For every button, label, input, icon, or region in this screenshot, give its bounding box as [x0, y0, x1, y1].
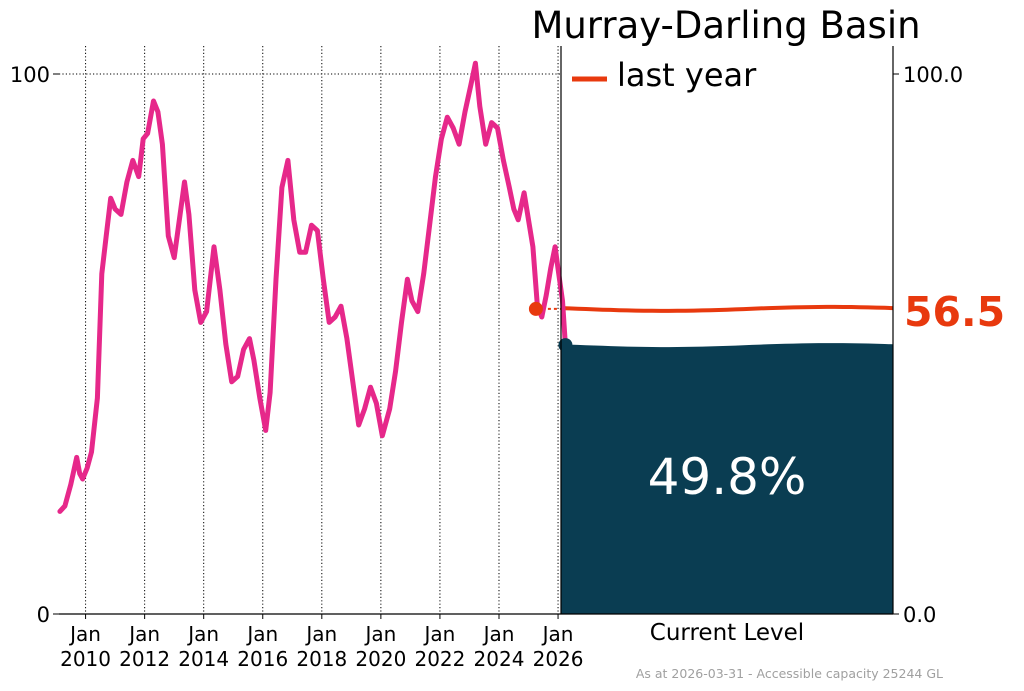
axes: Jan2010Jan2012Jan2014Jan2016Jan2018Jan20… — [10, 46, 963, 671]
x-tick-label-month: Jan — [245, 622, 278, 646]
x-tick-label-year: 2010 — [60, 647, 111, 671]
x-tick-label-month: Jan — [541, 622, 574, 646]
footnote: As at 2026-03-31 - Accessible capacity 2… — [636, 666, 943, 681]
y-tick-label-right: 100.0 — [903, 63, 963, 87]
x-tick-label-year: 2026 — [533, 647, 584, 671]
x-tick-label-month: Jan — [423, 622, 456, 646]
storage-history-line — [57, 60, 568, 514]
current-level-panel — [560, 304, 894, 614]
x-tick-label-month: Jan — [363, 622, 396, 646]
last-year-point — [528, 301, 543, 316]
x-tick-label-month: Jan — [127, 622, 160, 646]
y-tick-label-left: 0 — [37, 603, 50, 627]
chart-title: Murray-Darling Basin — [531, 4, 920, 47]
x-tick-label-month: Jan — [304, 622, 337, 646]
y-tick-label-left: 100 — [10, 63, 50, 87]
chart-labels: Murray-Darling Basin last year 49.8% Cur… — [531, 4, 1005, 681]
x-tick-label-year: 2014 — [178, 647, 229, 671]
x-tick-label-month: Jan — [186, 622, 219, 646]
legend-label-last-year: last year — [617, 56, 757, 94]
current-level-axis-label: Current Level — [650, 620, 804, 646]
x-tick-label-year: 2022 — [414, 647, 465, 671]
current-level-percent: 49.8% — [648, 448, 807, 506]
last-year-level-line — [560, 304, 894, 313]
x-tick-label-year: 2016 — [237, 647, 288, 671]
x-tick-label-month: Jan — [68, 622, 101, 646]
y-tick-label-right: 0.0 — [903, 603, 936, 627]
x-tick-label-year: 2020 — [355, 647, 406, 671]
current-level-fill — [561, 343, 893, 614]
storage-series — [57, 60, 573, 514]
last-year-value-label: 56.5 — [904, 288, 1005, 336]
x-tick-label-year: 2012 — [119, 647, 170, 671]
current-level-point — [558, 338, 573, 353]
x-tick-label-year: 2024 — [474, 647, 525, 671]
x-tick-label-month: Jan — [482, 622, 515, 646]
x-tick-label-year: 2018 — [296, 647, 347, 671]
